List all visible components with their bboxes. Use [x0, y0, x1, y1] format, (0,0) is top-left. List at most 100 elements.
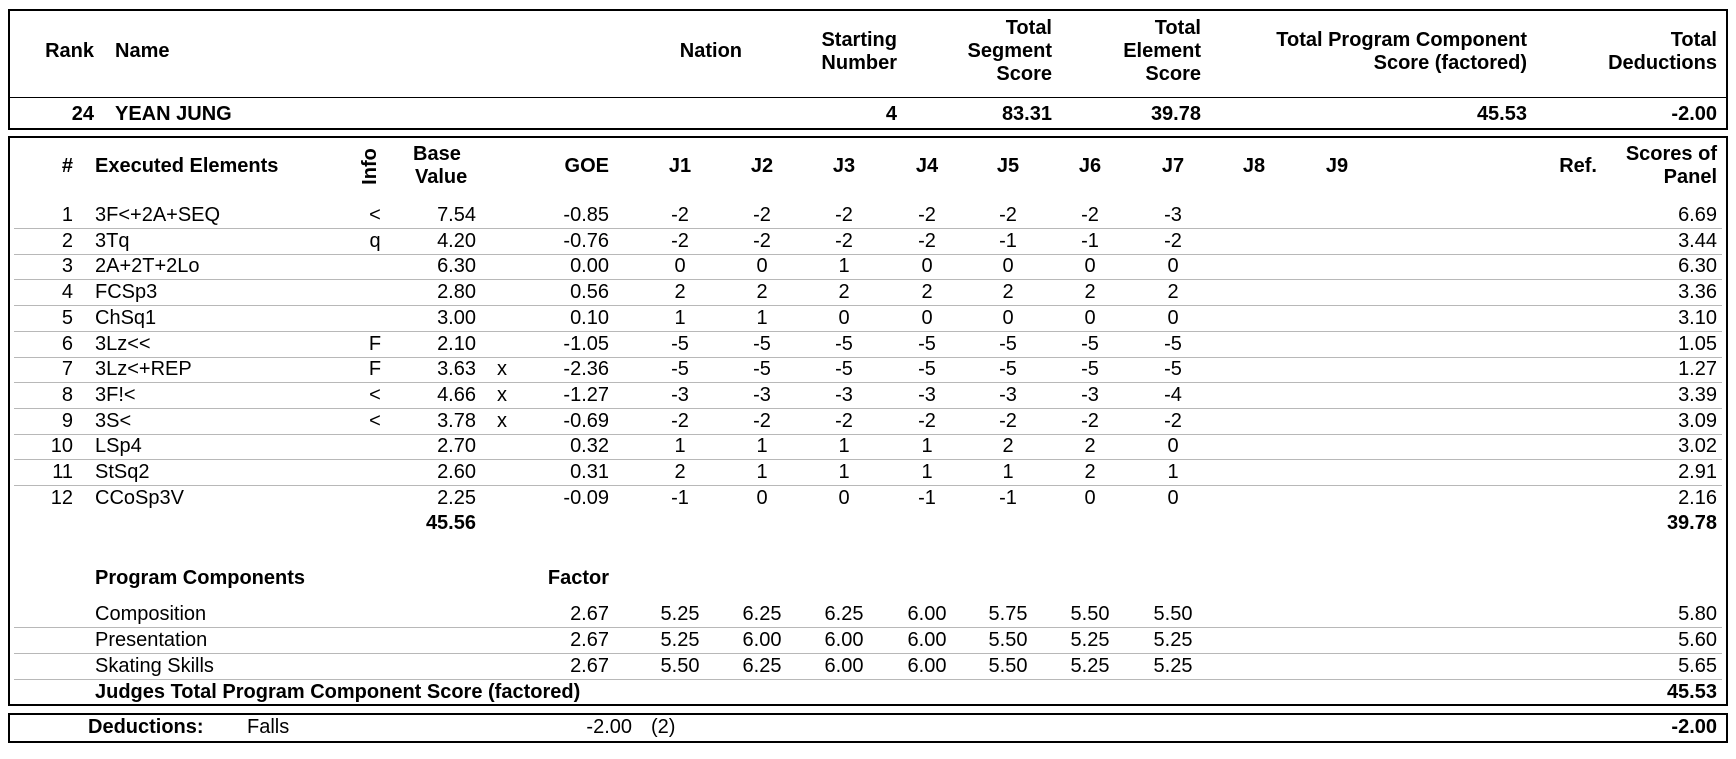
component-judge-score: 6.00	[824, 655, 864, 677]
element-judge-score: 0	[756, 255, 768, 277]
element-judge-score: 0	[1084, 487, 1096, 509]
element-judge-score: 2	[674, 281, 686, 303]
total-element-score-label: Element	[1123, 40, 1201, 62]
component-name: Presentation	[95, 629, 208, 651]
element-goe: -0.76	[563, 230, 609, 252]
element-judge-score: 0	[838, 307, 850, 329]
component-judge-score: 6.00	[742, 629, 782, 651]
element-goe: -0.85	[563, 204, 609, 226]
element-judge-score: -3	[999, 384, 1017, 406]
element-judge-score: 0	[1084, 255, 1096, 277]
element-base-value: 2.10	[437, 333, 476, 355]
element-judge-score: -5	[1164, 358, 1182, 380]
judge-header-j1: J1	[668, 155, 692, 177]
element-judge-score: -5	[671, 358, 689, 380]
element-judge-score: -3	[1164, 204, 1182, 226]
component-judge-score: 6.00	[907, 603, 947, 625]
element-number: 6	[61, 333, 73, 355]
element-judge-score: 1	[921, 435, 933, 457]
rank-label: Rank	[45, 40, 94, 62]
judge-header-j5: J5	[996, 155, 1020, 177]
component-judge-score: 5.75	[988, 603, 1028, 625]
element-judge-score: -3	[1081, 384, 1099, 406]
row-separator	[14, 485, 1722, 486]
deductions-label: Deductions:	[88, 716, 204, 738]
judge-header-j6: J6	[1078, 155, 1102, 177]
ref-header: Ref.	[1559, 155, 1597, 177]
element-name: LSp4	[95, 435, 142, 457]
judge-header-j9: J9	[1325, 155, 1349, 177]
component-judge-score: 5.25	[660, 629, 700, 651]
element-judge-score: 2	[1002, 435, 1014, 457]
deductions-total: -2.00	[1671, 716, 1717, 738]
element-judge-score: -5	[999, 333, 1017, 355]
element-base-value: 6.30	[437, 255, 476, 277]
element-number: 1	[61, 204, 73, 226]
row-separator	[14, 653, 1722, 654]
element-judge-score: 0	[756, 487, 768, 509]
component-judge-score: 6.25	[824, 603, 864, 625]
row-separator	[14, 331, 1722, 332]
component-judge-score: 5.50	[988, 629, 1028, 651]
total-pcs-label: Total Program Component	[1276, 29, 1527, 51]
elements-score-total: 39.78	[1666, 512, 1717, 534]
row-separator	[14, 627, 1722, 628]
element-judge-score: -2	[671, 410, 689, 432]
element-judge-score: -5	[999, 358, 1017, 380]
element-name: 3Tq	[95, 230, 130, 252]
element-judge-score: 1	[1002, 461, 1014, 483]
element-number: 11	[52, 461, 73, 483]
element-name: 3F<+2A+SEQ	[95, 204, 221, 226]
element-number: 12	[50, 487, 73, 509]
component-judge-score: 5.25	[1070, 655, 1110, 677]
num-column-header: #	[61, 155, 73, 177]
element-judge-score: 1	[838, 461, 850, 483]
judge-header-j2: J2	[750, 155, 774, 177]
element-judge-score: -2	[1081, 410, 1099, 432]
element-judge-score: -1	[918, 487, 936, 509]
element-bonus-marker: x	[497, 384, 507, 406]
element-panel-score: 3.36	[1678, 281, 1717, 303]
factor-header: Factor	[547, 567, 609, 589]
element-judge-score: 2	[1167, 281, 1179, 303]
element-judge-score: -5	[918, 358, 936, 380]
element-base-value: 7.54	[437, 204, 476, 226]
element-panel-score: 3.09	[1678, 410, 1717, 432]
component-panel-score: 5.80	[1678, 603, 1717, 625]
element-judge-score: -1	[999, 230, 1017, 252]
element-judge-score: 0	[921, 255, 933, 277]
element-judge-score: -2	[918, 204, 936, 226]
element-name: 3Lz<+REP	[95, 358, 192, 380]
element-number: 5	[61, 307, 73, 329]
element-goe: 0.10	[570, 307, 609, 329]
element-judge-score: 1	[921, 461, 933, 483]
element-judge-score: 2	[756, 281, 768, 303]
total-element-score-label: Total	[1154, 17, 1201, 39]
element-base-value: 3.00	[437, 307, 476, 329]
total-segment-score-value: 83.31	[1001, 103, 1052, 125]
element-info: <	[369, 410, 381, 432]
element-name: 3Lz<<	[95, 333, 151, 355]
element-base-value: 4.66	[437, 384, 476, 406]
judge-header-j4: J4	[915, 155, 939, 177]
element-panel-score: 3.02	[1678, 435, 1717, 457]
element-judge-score: -5	[918, 333, 936, 355]
header-separator	[10, 97, 1726, 98]
element-judge-score: -2	[753, 230, 771, 252]
deduction-type: Falls	[247, 716, 290, 738]
total-segment-score-label: Score	[996, 63, 1052, 85]
element-panel-score: 3.39	[1678, 384, 1717, 406]
element-goe: -0.69	[563, 410, 609, 432]
judge-header-j7: J7	[1161, 155, 1185, 177]
base-value-header: Value	[415, 166, 468, 188]
element-judge-score: 1	[1167, 461, 1179, 483]
total-element-score-value: 39.78	[1150, 103, 1201, 125]
element-judge-score: -2	[918, 230, 936, 252]
details-box	[8, 136, 1728, 706]
element-judge-score: -2	[671, 230, 689, 252]
element-judge-score: -5	[1164, 333, 1182, 355]
component-judge-score: 5.50	[988, 655, 1028, 677]
starting-number-value: 4	[885, 103, 897, 125]
element-name: CCoSp3V	[95, 487, 184, 509]
element-judge-score: -2	[1164, 410, 1182, 432]
